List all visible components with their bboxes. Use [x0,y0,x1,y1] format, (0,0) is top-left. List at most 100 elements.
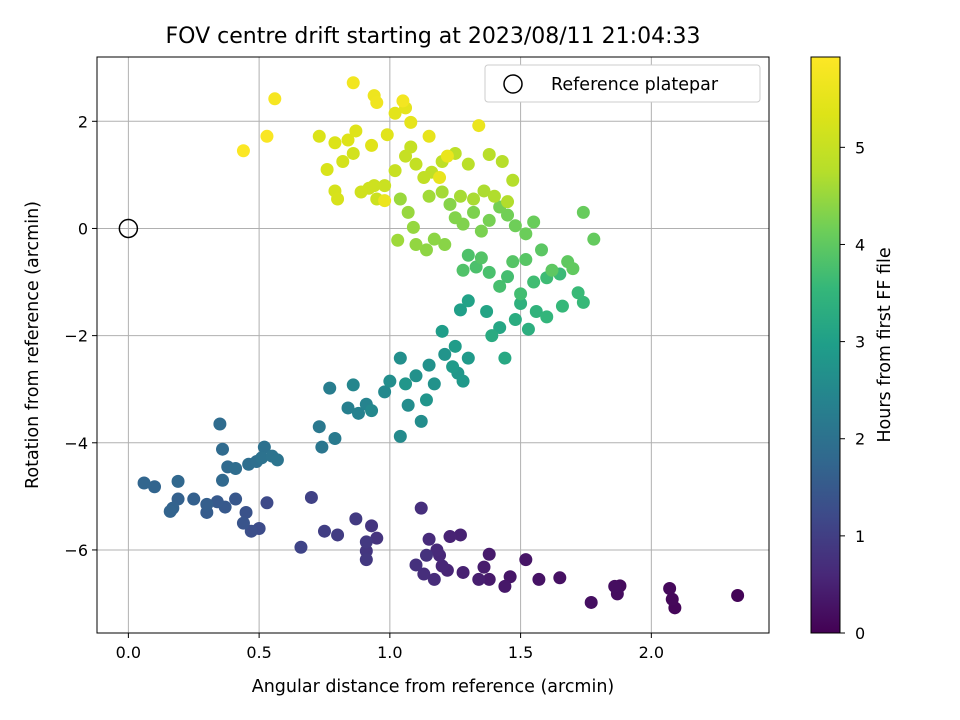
data-point [346,378,360,392]
data-point [312,129,326,143]
data-point [438,347,452,361]
data-point [731,588,745,602]
data-point [331,192,345,206]
data-point [419,548,433,562]
data-point [535,243,549,257]
data-point [328,136,342,150]
colorbar-label: Hours from first FF file [875,247,895,442]
legend: Reference platepar [484,64,761,103]
data-point [467,192,481,206]
chart-title: FOV centre drift starting at 2023/08/11 … [166,24,701,49]
data-point [351,406,365,420]
y-tick-label: −4 [64,434,88,453]
data-point [501,270,515,284]
data-point [566,262,580,276]
data-point [137,476,151,490]
data-point [453,189,467,203]
x-axis-label: Angular distance from reference (arcmin) [252,677,615,697]
data-point [260,496,274,510]
data-point [448,339,462,353]
data-point [461,248,475,262]
colorbar: 0 1 2 3 4 5 Hours from first FF file [810,56,895,643]
data-point [456,263,470,277]
data-point [506,255,520,269]
legend-entry-reference-platepar: Reference platepar [551,75,719,95]
colorbar-tick-label: 5 [855,138,865,157]
data-point [435,324,449,338]
plot-frame [96,56,770,634]
data-point [216,442,230,456]
data-point [576,205,590,219]
data-point [527,275,541,289]
data-point [501,195,515,209]
data-point [587,232,601,246]
data-point [216,473,230,487]
data-point [370,96,384,110]
data-point [236,144,250,158]
data-point [495,154,509,168]
data-point [506,173,520,187]
data-point [474,224,488,238]
data-point [257,440,271,454]
data-point [346,76,360,90]
data-point [317,524,331,538]
data-point [171,474,185,488]
data-point [210,495,224,509]
data-point [409,157,423,171]
data-point [540,310,554,324]
data-point [320,163,334,177]
x-tick-label: 0.5 [246,643,271,662]
data-point [448,211,462,225]
data-point [341,401,355,415]
data-point [482,148,496,162]
legend-box [484,64,761,103]
data-point [315,440,329,454]
data-point [482,547,496,561]
data-point [304,490,318,504]
x-tick-label: 1.0 [377,643,402,662]
data-point [417,171,431,185]
data-point [414,414,428,428]
data-point [422,189,436,203]
x-axis: 0.0 0.5 1.0 1.5 2.0 [116,633,664,662]
y-axis: −6 −4 −2 0 2 [64,112,97,560]
data-point [370,531,384,545]
data-point [341,133,355,147]
data-point [553,571,567,585]
data-point [393,351,407,365]
data-point [571,286,585,300]
data-point [349,124,363,138]
data-point [461,157,475,171]
data-point [396,94,410,108]
data-point [443,530,457,544]
data-point [508,219,522,233]
data-point [482,265,496,279]
data-point [519,227,533,241]
x-tick-label: 1.5 [508,643,533,662]
data-point [482,213,496,227]
data-point [545,263,559,277]
colorbar-tick-label: 3 [855,333,865,352]
data-point [529,305,543,319]
data-point [383,374,397,388]
colorbar-tick-label: 1 [855,527,865,546]
data-point [480,305,494,319]
data-point [498,579,512,593]
data-point [244,524,258,538]
data-point [485,329,499,343]
data-point [148,480,162,494]
data-point [440,149,454,163]
data-point [422,129,436,143]
data-point [419,393,433,407]
data-point [239,505,253,519]
data-point [365,404,379,418]
data-point [393,192,407,206]
data-point [430,543,444,557]
data-point [461,351,475,365]
data-point [354,185,368,199]
data-point [336,154,350,168]
data-point [461,294,475,308]
data-point [229,492,243,506]
data-point [446,360,460,374]
x-tick-label: 2.0 [639,643,664,662]
